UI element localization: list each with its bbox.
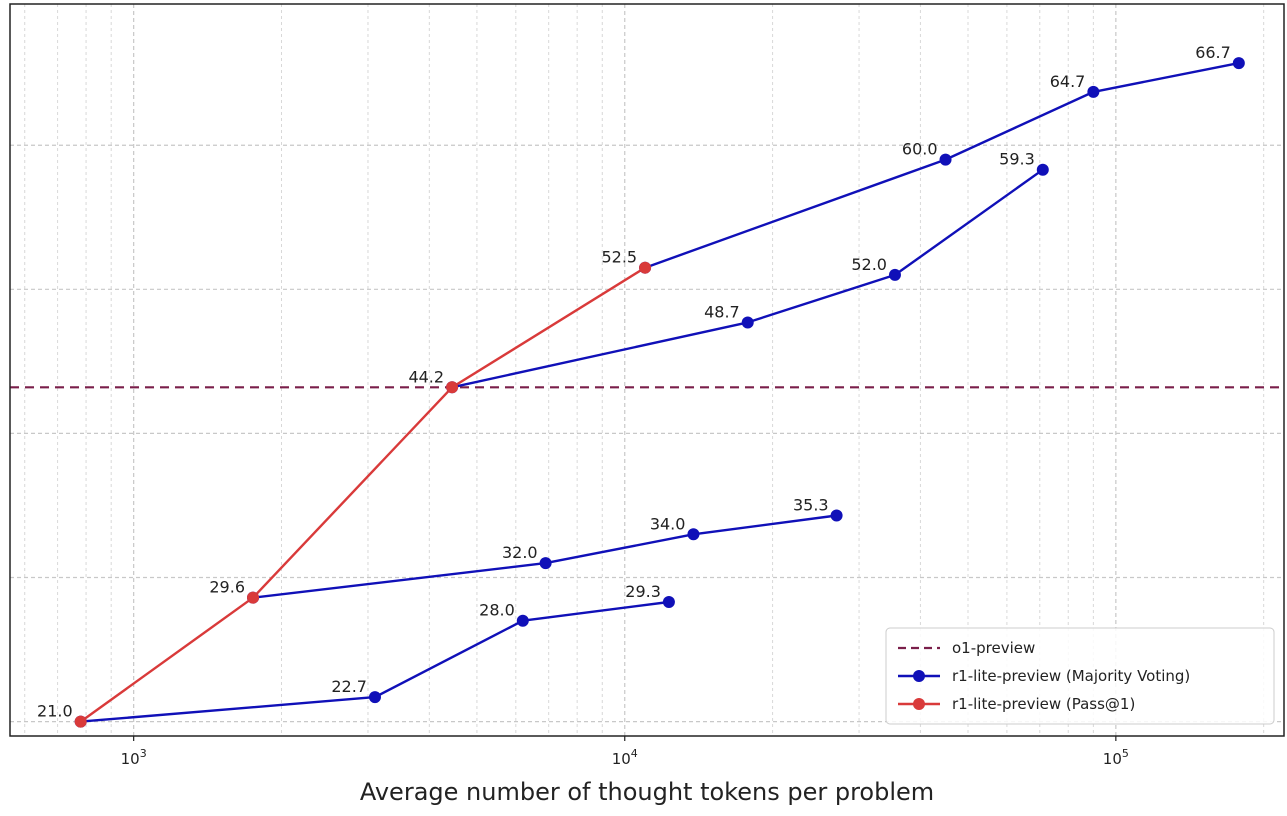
x-tick-label: 105 [1103, 747, 1129, 768]
majority-voting-marker [939, 153, 952, 166]
x-tick-base: 10 [1103, 750, 1122, 768]
x-tick-label: 104 [612, 747, 638, 768]
data-label: 32.0 [502, 543, 538, 562]
data-label: 35.3 [793, 496, 829, 515]
legend: o1-preview r1-lite-preview (Majority Voti… [885, 627, 1275, 725]
legend-swatch-marker [913, 698, 925, 710]
majority-voting-marker [516, 614, 529, 627]
x-tick-base: 10 [121, 750, 140, 768]
data-label: 59.3 [999, 150, 1035, 169]
data-labels: 21.0 22.7 28.0 29.3 29.6 32.0 34.0 35.3 44.2 48.7… [37, 43, 1231, 721]
majority-voting-marker [830, 509, 843, 522]
data-label: 28.0 [479, 601, 515, 620]
data-label: 64.7 [1050, 72, 1086, 91]
majority-voting-line [80, 600, 670, 723]
data-label: 34.0 [650, 514, 686, 533]
legend-label: o1-preview [952, 639, 1035, 657]
majority-voting-marker [741, 316, 754, 329]
majority-voting-line [252, 514, 837, 599]
majority-voting-marker [687, 528, 700, 541]
data-label: 52.5 [601, 248, 637, 267]
data-label: 44.2 [408, 367, 444, 386]
data-label: 22.7 [331, 677, 367, 696]
majority-voting-line [451, 168, 1044, 389]
plot-frame [9, 3, 1285, 737]
data-label: 60.0 [902, 140, 938, 159]
legend-swatch-marker [913, 670, 925, 682]
majority-voting-marker [539, 557, 552, 570]
x-axis-label: Average number of thought tokens per pro… [360, 778, 934, 806]
pass-at-1-marker [247, 591, 260, 604]
legend-label: r1-lite-preview (Pass@1) [952, 695, 1135, 713]
x-tick-labels: 103 104 105 [121, 736, 1129, 768]
legend-box [885, 627, 1275, 725]
x-tick-label: 103 [121, 747, 147, 768]
data-label: 29.6 [209, 578, 245, 597]
majority-voting-marker [662, 595, 675, 608]
pass-at-1-marker [446, 381, 459, 394]
legend-label: r1-lite-preview (Majority Voting) [952, 667, 1190, 685]
x-tick-base: 10 [612, 750, 631, 768]
majority-voting-line [644, 61, 1240, 269]
data-label: 52.0 [851, 255, 887, 274]
x-tick-exponent: 4 [631, 747, 638, 760]
pass-at-1-marker [74, 715, 87, 728]
data-label: 66.7 [1195, 43, 1231, 62]
x-tick-exponent: 5 [1122, 747, 1129, 760]
majority-voting-marker [1036, 163, 1049, 176]
data-label: 48.7 [704, 302, 740, 321]
grid [10, 4, 1284, 736]
pass-at-1-line [79, 266, 646, 723]
majority-voting-marker [368, 691, 381, 704]
majority-voting-marker [1087, 85, 1100, 98]
data-label: 29.3 [625, 582, 661, 601]
majority-voting-marker [1232, 57, 1245, 70]
data-markers [74, 57, 1245, 728]
x-tick-exponent: 3 [140, 747, 147, 760]
pass-at-1-marker [639, 261, 652, 274]
data-label: 21.0 [37, 702, 73, 721]
series-lines [79, 61, 1240, 723]
majority-voting-marker [888, 268, 901, 281]
